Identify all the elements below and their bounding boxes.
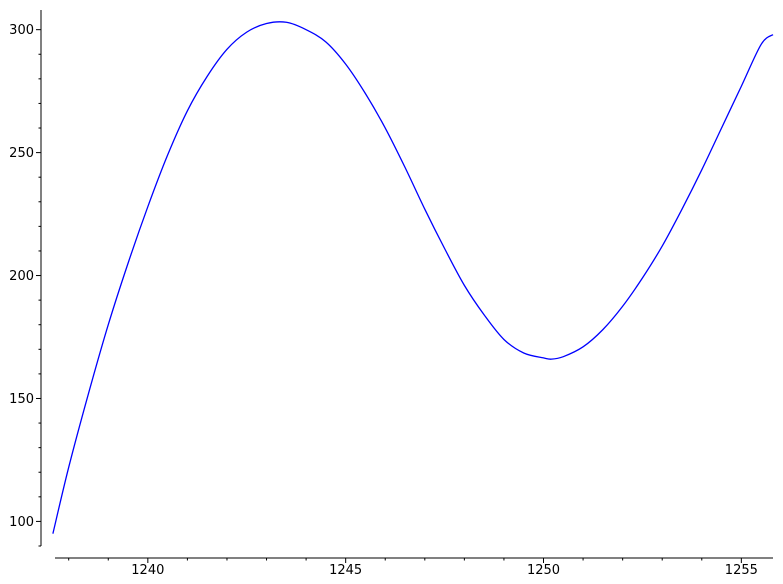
tick-labels: 100 150 200 250 300 1240 1245 1250 1255	[9, 23, 758, 578]
y-tick-label: 300	[9, 23, 34, 38]
x-tick-label: 1245	[329, 563, 362, 578]
series-line	[52, 21, 774, 534]
series-group	[52, 21, 774, 534]
y-tick-label: 200	[9, 269, 34, 284]
x-tick-label: 1240	[131, 563, 164, 578]
y-tick-label: 250	[9, 146, 34, 161]
y-tick-label: 100	[9, 515, 34, 530]
y-tick-label: 150	[9, 392, 34, 407]
x-tick-label: 1250	[527, 563, 560, 578]
x-tick-label: 1255	[725, 563, 758, 578]
tick-marks	[36, 29, 742, 563]
axes	[40, 10, 773, 559]
